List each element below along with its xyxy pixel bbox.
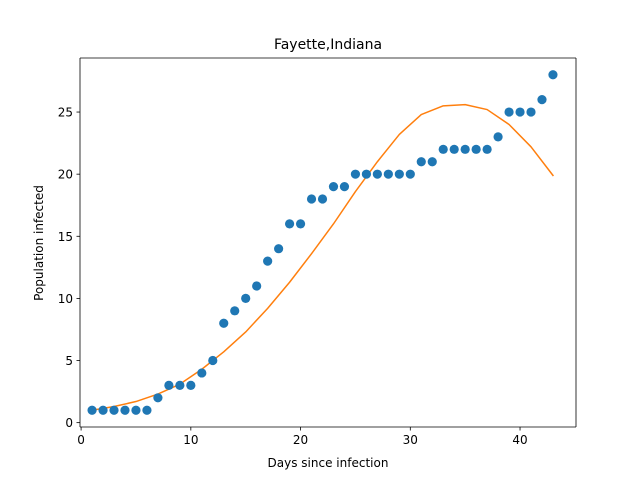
plot-area xyxy=(87,70,558,415)
data-point xyxy=(208,355,218,366)
data-point xyxy=(328,181,339,192)
data-point xyxy=(153,393,163,403)
x-tick-label: 10 xyxy=(183,433,198,447)
data-point xyxy=(120,405,130,415)
y-tick-label: 15 xyxy=(58,230,73,244)
y-tick-label: 0 xyxy=(65,416,73,430)
data-point xyxy=(109,405,119,415)
x-axis-label: Days since infection xyxy=(268,456,389,470)
x-tick-label: 40 xyxy=(512,433,527,447)
data-point xyxy=(241,293,251,304)
data-point xyxy=(186,380,196,390)
data-point xyxy=(339,181,350,192)
data-point xyxy=(131,405,141,415)
data-point xyxy=(274,244,284,254)
data-point xyxy=(306,194,317,204)
data-point xyxy=(438,144,448,154)
y-axis-label: Population infected xyxy=(32,185,46,301)
data-point xyxy=(284,219,295,229)
axes: 0 10 20 30 40 0 5 10 15 20 25 xyxy=(58,57,577,447)
data-point xyxy=(471,144,481,154)
data-point xyxy=(493,132,503,142)
data-point xyxy=(317,194,328,204)
data-point xyxy=(504,107,514,117)
data-point xyxy=(230,306,240,316)
data-point xyxy=(164,380,174,390)
data-point xyxy=(383,169,393,179)
data-point xyxy=(361,169,372,179)
data-point xyxy=(252,281,262,291)
data-point xyxy=(427,157,437,167)
data-point xyxy=(372,169,382,179)
chart-title: Fayette,Indiana xyxy=(274,37,382,53)
data-point xyxy=(482,144,492,154)
data-point xyxy=(394,169,404,179)
x-tick-label: 0 xyxy=(77,433,85,447)
data-point xyxy=(416,157,426,167)
y-tick-label: 10 xyxy=(58,292,73,306)
data-point xyxy=(449,144,459,154)
data-point xyxy=(405,169,415,179)
y-tick-label: 20 xyxy=(58,168,73,182)
data-point xyxy=(197,368,207,378)
data-point xyxy=(460,144,470,154)
data-point xyxy=(219,318,229,328)
data-point xyxy=(350,169,361,179)
data-point xyxy=(263,256,273,266)
data-point xyxy=(537,95,547,105)
x-tick-label: 30 xyxy=(403,433,418,447)
data-point xyxy=(548,70,558,80)
y-tick-label: 5 xyxy=(65,354,73,368)
data-point xyxy=(515,107,525,117)
data-point xyxy=(87,405,97,415)
data-point xyxy=(98,405,108,415)
data-point xyxy=(142,405,152,415)
x-tick-label: 20 xyxy=(293,433,308,447)
data-point xyxy=(526,107,536,117)
y-tick-label: 25 xyxy=(58,106,73,120)
data-point xyxy=(295,219,306,229)
data-point xyxy=(175,380,185,390)
